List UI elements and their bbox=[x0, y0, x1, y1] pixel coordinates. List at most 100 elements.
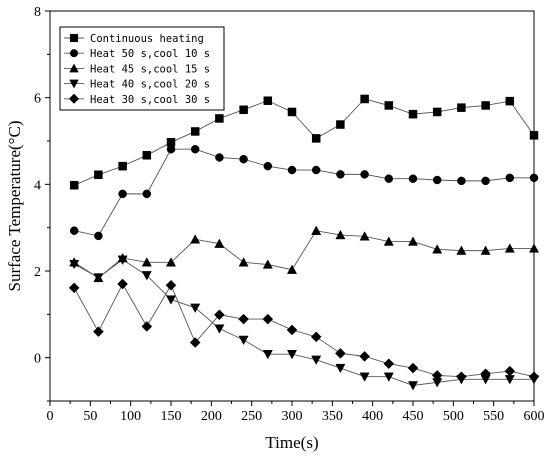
data-point-series-2 bbox=[94, 231, 103, 241]
data-point-series-4 bbox=[141, 271, 152, 281]
data-point-series-2 bbox=[432, 175, 442, 185]
data-point-series-4 bbox=[238, 335, 249, 346]
data-point-series-2 bbox=[360, 170, 369, 179]
data-point-series-1 bbox=[69, 180, 79, 190]
data-point-series-2 bbox=[336, 170, 345, 179]
x-axis-label: Time(s) bbox=[265, 433, 318, 452]
data-point-series-2 bbox=[311, 165, 321, 175]
data-point-series-3 bbox=[359, 231, 370, 241]
data-point-series-1 bbox=[239, 105, 248, 115]
data-point-series-5 bbox=[286, 324, 298, 336]
series-line-4 bbox=[73, 259, 534, 386]
x-tick-label: 200 bbox=[201, 409, 222, 424]
data-point-series-3 bbox=[311, 225, 322, 235]
data-point-series-1 bbox=[360, 94, 369, 104]
x-tick-label: 450 bbox=[403, 409, 424, 424]
axis-tick-labels: 0 50 100 150 200 250 300 350 400 450 500 550 600 0 2 4 6… bbox=[34, 5, 545, 424]
data-point-series-2 bbox=[166, 144, 176, 154]
data-point-series-5 bbox=[117, 278, 128, 290]
data-point-series-3 bbox=[504, 243, 515, 253]
x-tick-label: 350 bbox=[322, 409, 343, 424]
legend: Continuous heating Heat 50 s,cool 10 s Hea… bbox=[59, 26, 225, 111]
x-tick-label: 50 bbox=[83, 409, 97, 424]
data-point-series-2 bbox=[408, 174, 418, 183]
data-point-series-2 bbox=[215, 153, 224, 162]
data-point-series-2 bbox=[239, 154, 248, 164]
data-point-series-3 bbox=[262, 259, 273, 269]
data-point-series-5 bbox=[189, 337, 201, 348]
data-point-series-3 bbox=[214, 238, 225, 248]
data-point-series-5 bbox=[310, 331, 322, 343]
data-point-series-2 bbox=[457, 176, 466, 186]
y-tick-label: 4 bbox=[34, 178, 41, 193]
data-point-series-5 bbox=[141, 321, 153, 332]
series-lines bbox=[73, 98, 535, 386]
data-point-series-4 bbox=[93, 273, 104, 283]
data-point-series-4 bbox=[69, 259, 80, 270]
data-point-series-3 bbox=[165, 257, 177, 267]
axis-ticks bbox=[45, 10, 535, 406]
data-point-series-1 bbox=[215, 114, 224, 123]
data-point-series-4 bbox=[407, 381, 419, 391]
data-point-series-1 bbox=[481, 101, 490, 110]
data-point-series-2 bbox=[263, 161, 273, 171]
data-point-series-1 bbox=[432, 107, 442, 117]
data-point-series-4 bbox=[383, 372, 394, 382]
data-point-series-2 bbox=[190, 144, 200, 154]
legend-marker bbox=[69, 63, 79, 73]
x-tick-label: 250 bbox=[241, 409, 262, 424]
data-point-series-5 bbox=[504, 365, 516, 377]
legend-marker bbox=[69, 33, 79, 43]
data-point-series-1 bbox=[336, 120, 345, 129]
data-point-series-2 bbox=[287, 165, 297, 175]
data-point-series-3 bbox=[480, 245, 491, 255]
legend-marker bbox=[69, 79, 79, 89]
x-tick-label: 300 bbox=[282, 409, 303, 424]
data-point-series-1 bbox=[190, 127, 200, 136]
data-point-series-5 bbox=[238, 313, 249, 325]
legend-marker bbox=[68, 93, 80, 104]
data-point-series-5 bbox=[165, 279, 177, 291]
data-point-series-5 bbox=[214, 309, 225, 321]
y-tick-label: 6 bbox=[34, 92, 41, 107]
data-point-series-4 bbox=[335, 363, 346, 374]
y-tick-label: 8 bbox=[34, 5, 41, 20]
x-tick-label: 150 bbox=[161, 409, 182, 424]
data-point-series-3 bbox=[407, 236, 419, 246]
data-point-series-5 bbox=[431, 370, 443, 381]
y-tick-label: 0 bbox=[34, 352, 41, 367]
x-tick-label: 100 bbox=[120, 409, 141, 424]
data-point-series-4 bbox=[214, 324, 225, 334]
data-point-series-3 bbox=[335, 229, 346, 240]
series-line-1 bbox=[74, 98, 535, 186]
legend-entry: Heat 40 s,cool 20 s bbox=[90, 79, 210, 91]
data-point-series-5 bbox=[407, 362, 419, 374]
data-point-series-1 bbox=[118, 161, 127, 171]
data-point-series-4 bbox=[190, 303, 201, 313]
data-point-series-1 bbox=[311, 134, 321, 143]
data-point-series-5 bbox=[68, 282, 80, 294]
series-markers bbox=[68, 94, 540, 391]
data-point-series-4 bbox=[286, 350, 298, 360]
data-point-series-3 bbox=[456, 245, 467, 255]
data-point-series-1 bbox=[384, 101, 394, 110]
legend-box bbox=[59, 26, 225, 111]
data-point-series-3 bbox=[383, 236, 394, 246]
data-point-series-2 bbox=[384, 174, 394, 183]
data-point-series-4 bbox=[311, 355, 322, 365]
x-tick-label: 400 bbox=[362, 409, 383, 424]
legend-entry: Heat 30 s,cool 30 s bbox=[90, 94, 210, 106]
data-point-series-1 bbox=[142, 151, 152, 160]
data-point-series-5 bbox=[480, 368, 491, 380]
x-tick-label: 550 bbox=[483, 409, 504, 424]
series-line-5 bbox=[73, 283, 535, 378]
data-point-series-3 bbox=[238, 257, 249, 267]
data-point-series-5 bbox=[262, 313, 274, 325]
data-point-series-1 bbox=[408, 109, 418, 119]
legend-entry: Heat 50 s,cool 10 s bbox=[90, 48, 210, 60]
data-point-series-5 bbox=[335, 347, 346, 359]
x-tick-label: 600 bbox=[524, 409, 545, 424]
data-point-series-3 bbox=[432, 244, 443, 254]
data-point-series-2 bbox=[118, 189, 127, 199]
